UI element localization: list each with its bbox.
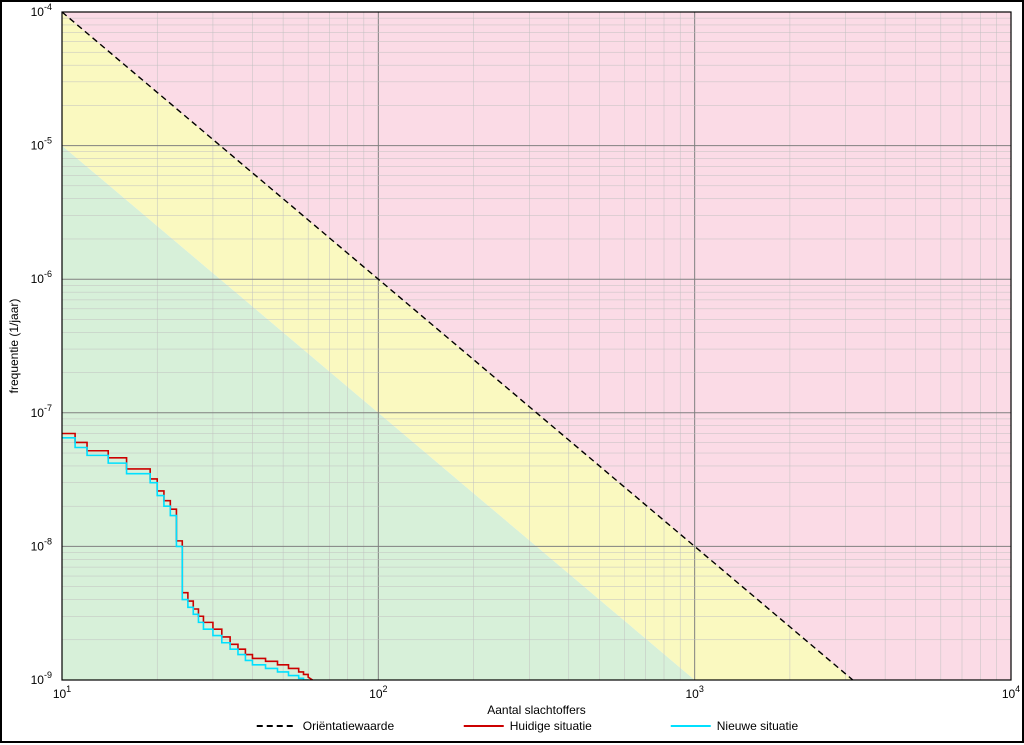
svg-text:103: 103	[685, 684, 703, 701]
svg-text:104: 104	[1002, 684, 1020, 701]
fn-curve-chart: 101 102 103 104 10-4 10-5 10-6 10-7 10-8 10-9 Aant…	[2, 2, 1024, 745]
svg-text:frequentie (1/jaar): frequentie (1/jaar)	[7, 299, 21, 394]
svg-text:10-8: 10-8	[31, 536, 52, 553]
svg-text:10-6: 10-6	[31, 269, 52, 286]
svg-text:Huidige situatie: Huidige situatie	[510, 719, 592, 733]
svg-text:102: 102	[369, 684, 387, 701]
svg-text:101: 101	[53, 684, 71, 701]
svg-text:10-7: 10-7	[31, 403, 52, 420]
svg-text:Oriëntatiewaarde: Oriëntatiewaarde	[303, 719, 395, 733]
svg-text:Aantal slachtoffers: Aantal slachtoffers	[487, 703, 586, 717]
svg-text:10-9: 10-9	[31, 670, 52, 687]
svg-text:Nieuwe situatie: Nieuwe situatie	[717, 719, 799, 733]
svg-text:10-4: 10-4	[31, 2, 52, 19]
svg-text:10-5: 10-5	[31, 136, 52, 153]
